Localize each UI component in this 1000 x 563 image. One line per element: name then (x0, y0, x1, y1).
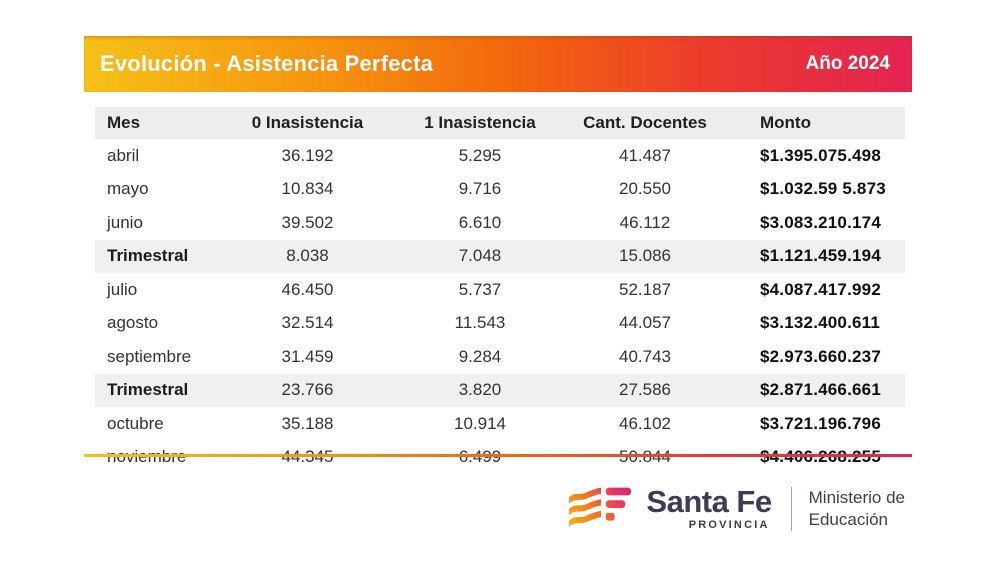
value-cell: 40.743 (619, 346, 671, 366)
month-cell: abril (107, 145, 140, 165)
page-title: Evolución - Asistencia Perfecta (100, 51, 434, 76)
value-cell: 46.450 (281, 279, 334, 299)
value-cell: 44.057 (619, 313, 671, 333)
title-banner: Evolución - Asistencia Perfecta Año 2024 (84, 36, 912, 92)
value-cell: 39.502 (281, 212, 334, 232)
table-row: noviembre 44.345 6.499 50.844 $4.406.268… (95, 441, 905, 475)
table-row: octubre 35.188 10.914 46.102 $3.721.196.… (95, 407, 905, 441)
monto-cell: $3.083.210.174 (760, 212, 881, 232)
month-cell: mayo (107, 179, 149, 199)
value-cell: 7.048 (400, 239, 560, 273)
month-cell: Trimestral (95, 373, 215, 407)
value-cell: 11.543 (454, 313, 506, 333)
value-cell: 52.187 (619, 279, 671, 299)
table-row: abril 36.192 5.295 41.487 $1.395.075.498 (95, 139, 905, 173)
monto-cell: $1.032.59 5.873 (760, 179, 886, 199)
value-cell: 9.284 (458, 346, 502, 366)
value-cell: 6.499 (400, 441, 560, 475)
monto-cell: $4.406.268.255 (730, 441, 905, 475)
month-cell: julio (107, 279, 138, 299)
month-cell: noviembre (95, 441, 215, 475)
santa-fe-logo-icon (567, 483, 633, 536)
month-cell: junio (107, 212, 143, 232)
value-cell: 10.834 (281, 179, 334, 199)
month-cell: octubre (107, 413, 164, 433)
brand-wordmark: Santa Fe PROVINCIA (646, 484, 772, 531)
monto-cell: $2.973.660.237 (760, 346, 881, 366)
footer-branding: Santa Fe PROVINCIA Ministerio de Educaci… (567, 480, 905, 538)
monto-cell: $1.121.459.194 (730, 239, 905, 273)
brand-subtitle: PROVINCIA (688, 519, 770, 531)
value-cell: 41.487 (619, 145, 671, 165)
monto-cell: $1.395.075.498 (760, 145, 881, 165)
monto-cell: $4.087.417.992 (760, 279, 881, 299)
month-cell: agosto (107, 313, 159, 333)
table-header-row: Mes 0 Inasistencia 1 Inasistencia Cant. … (95, 107, 905, 139)
year-badge: Año 2024 (805, 53, 890, 74)
value-cell: 46.102 (619, 413, 671, 433)
value-cell: 23.766 (215, 373, 400, 407)
value-cell: 20.550 (619, 179, 671, 199)
monto-cell: $2.871.466.661 (730, 373, 905, 407)
value-cell: 6.610 (458, 212, 502, 232)
value-cell: 31.459 (281, 346, 334, 366)
value-cell: 46.112 (619, 212, 671, 232)
month-cell: Trimestral (95, 239, 215, 273)
table-row: junio 39.502 6.610 46.112 $3.083.210.174 (95, 206, 905, 240)
value-cell: 36.192 (281, 145, 334, 165)
monto-cell: $3.721.196.796 (760, 413, 881, 433)
brand-name: Santa Fe (646, 484, 772, 519)
footer-divider (790, 487, 792, 531)
table-row: mayo 10.834 9.716 20.550 $1.032.59 5.873 (95, 173, 905, 207)
value-cell: 35.188 (281, 413, 334, 433)
gradient-divider (84, 454, 912, 457)
summary-row-trimestral: Trimestral 8.038 7.048 15.086 $1.121.459… (95, 239, 905, 273)
value-cell: 3.820 (400, 373, 560, 407)
attendance-table: Mes 0 Inasistencia 1 Inasistencia Cant. … (95, 107, 905, 474)
value-cell: 5.295 (458, 145, 502, 165)
table-row: septiembre 31.459 9.284 40.743 $2.973.66… (95, 340, 905, 374)
value-cell: 32.514 (281, 313, 334, 333)
value-cell: 44.345 (215, 441, 400, 475)
column-header-1-inasistencia: 1 Inasistencia (400, 107, 560, 139)
summary-row-trimestral: Trimestral 23.766 3.820 27.586 $2.871.46… (95, 373, 905, 407)
value-cell: 10.914 (454, 413, 506, 433)
value-cell: 5.737 (458, 279, 502, 299)
value-cell: 8.038 (215, 239, 400, 273)
column-header-0-inasistencia: 0 Inasistencia (215, 107, 400, 139)
month-cell: septiembre (107, 346, 192, 366)
monto-cell: $3.132.400.611 (760, 313, 881, 333)
table-row: julio 46.450 5.737 52.187 $4.087.417.992 (95, 273, 905, 307)
value-cell: 27.586 (560, 373, 730, 407)
column-header-monto: Monto (730, 107, 905, 139)
column-header-cant-docentes: Cant. Docentes (560, 107, 730, 139)
value-cell: 50.844 (560, 441, 730, 475)
ministry-label: Ministerio de Educación (805, 487, 905, 531)
column-header-mes: Mes (95, 107, 215, 139)
table-row: agosto 32.514 11.543 44.057 $3.132.400.6… (95, 307, 905, 341)
ministry-line-1: Ministerio de (808, 488, 905, 507)
ministry-line-2: Educación (808, 510, 889, 529)
value-cell: 9.716 (458, 179, 502, 199)
value-cell: 15.086 (560, 239, 730, 273)
